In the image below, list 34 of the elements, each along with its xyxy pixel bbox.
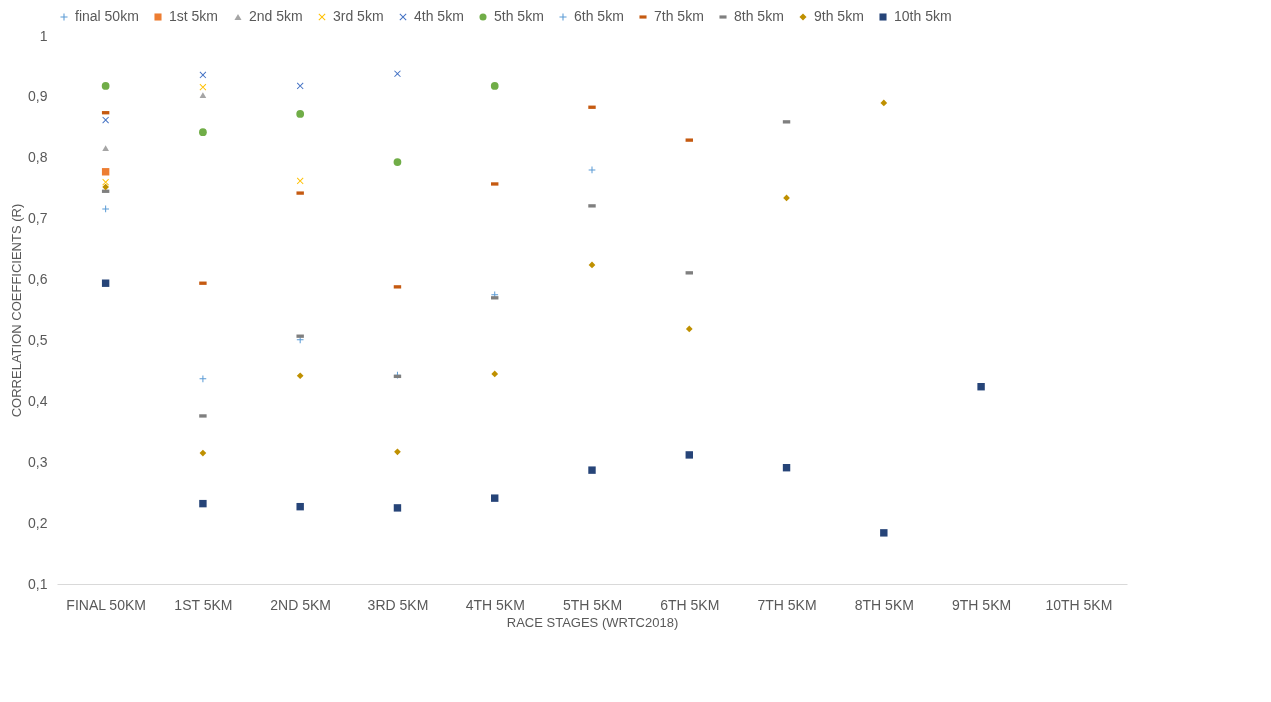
x-tick-label: 7TH 5KM [757, 596, 817, 613]
legend-label: 6th 5km [574, 8, 624, 24]
legend-label: 3rd 5km [333, 8, 384, 24]
x-tick-label: 1ST 5KM [174, 596, 233, 613]
legend-label: 5th 5km [494, 8, 544, 24]
x-tick-label: 4TH 5KM [465, 596, 525, 613]
y-tick-label: 0,4 [28, 392, 48, 409]
y-axis-title: CORRELATION COEFFICIENTS (R) [9, 203, 25, 418]
legend-label: 4th 5km [414, 8, 464, 24]
legend-label: 10th 5km [894, 8, 952, 24]
x-tick-label: 8TH 5KM [854, 596, 914, 613]
x-tick-label: 6TH 5KM [660, 596, 720, 613]
legend-label: 7th 5km [654, 8, 704, 24]
y-tick-label: 0,6 [28, 271, 48, 288]
x-tick-label: 10TH 5KM [1045, 596, 1113, 613]
x-tick-label: 3RD 5KM [367, 596, 429, 613]
y-tick-label: 0,5 [28, 331, 48, 348]
x-axis-title: RACE STAGES (WRTC2018) [506, 614, 679, 630]
y-tick-label: 0,1 [28, 575, 48, 592]
x-tick-label: FINAL 50KM [66, 596, 146, 613]
y-tick-label: 0,9 [28, 88, 48, 105]
y-tick-label: 1 [39, 27, 48, 44]
y-tick-label: 0,2 [28, 514, 48, 531]
x-tick-label: 9TH 5KM [952, 596, 1012, 613]
legend-label: 9th 5km [814, 8, 864, 24]
y-tick-label: 0,8 [28, 149, 48, 166]
legend-label: 1st 5km [169, 8, 219, 24]
y-tick-label: 0,3 [28, 453, 48, 470]
legend-label: 8th 5km [734, 8, 784, 24]
x-tick-label: 5TH 5KM [562, 596, 623, 613]
x-tick-label: 2ND 5KM [270, 596, 332, 613]
legend-label: 2nd 5km [249, 8, 303, 24]
legend-label: final 50km [75, 8, 139, 24]
y-tick-label: 0,7 [28, 210, 48, 227]
